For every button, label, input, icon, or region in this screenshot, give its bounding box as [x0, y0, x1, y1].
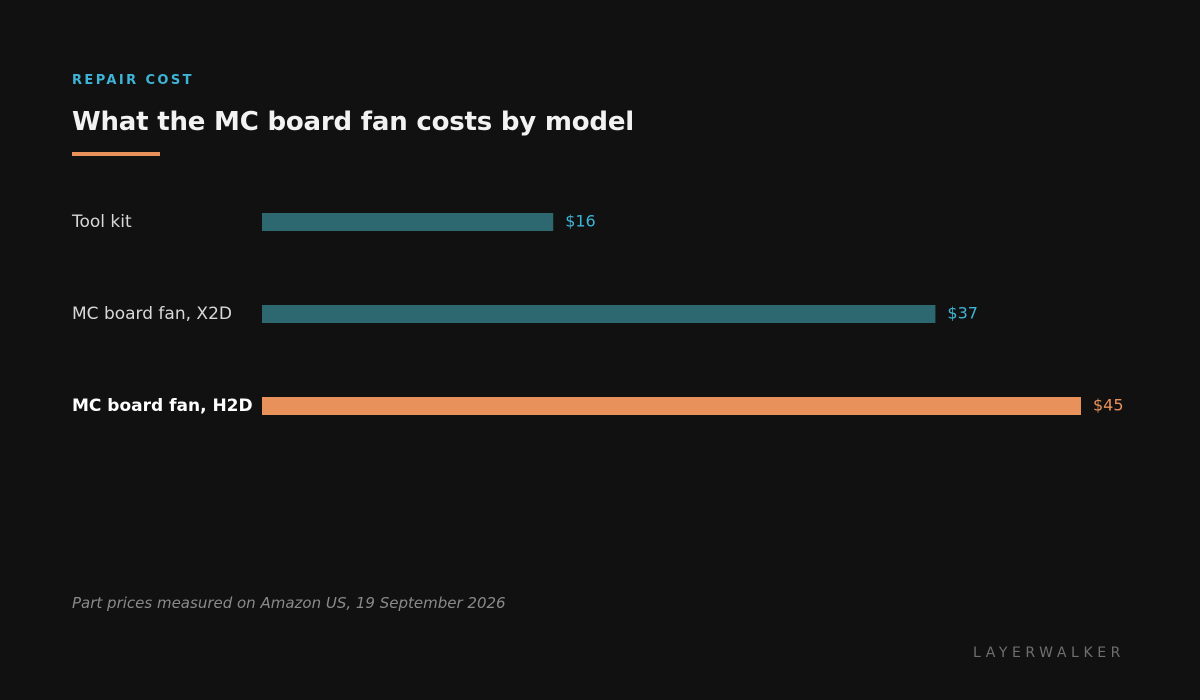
value-label: $37 [947, 304, 978, 323]
value-label: $45 [1093, 396, 1124, 415]
category-label: Tool kit [71, 212, 132, 232]
bar [262, 397, 1081, 415]
bar-row: MC board fan, X2D $37 [72, 304, 978, 325]
chart-title: What the MC board fan costs by model [72, 107, 634, 137]
bar [262, 213, 554, 231]
bar-row: Tool kit $16 [71, 212, 596, 233]
bar-row: MC board fan, H2D $45 [72, 396, 1124, 417]
bar [262, 305, 936, 323]
source-note: Part prices measured on Amazon US, 19 Se… [72, 594, 506, 612]
category-label: MC board fan, H2D [72, 396, 253, 416]
category-label: MC board fan, X2D [72, 304, 232, 324]
chart-eyebrow: REPAIR COST [72, 73, 194, 88]
title-accent-rule [72, 152, 160, 156]
brand-wordmark: LAYERWALKER [973, 645, 1125, 661]
value-label: $16 [565, 212, 596, 231]
